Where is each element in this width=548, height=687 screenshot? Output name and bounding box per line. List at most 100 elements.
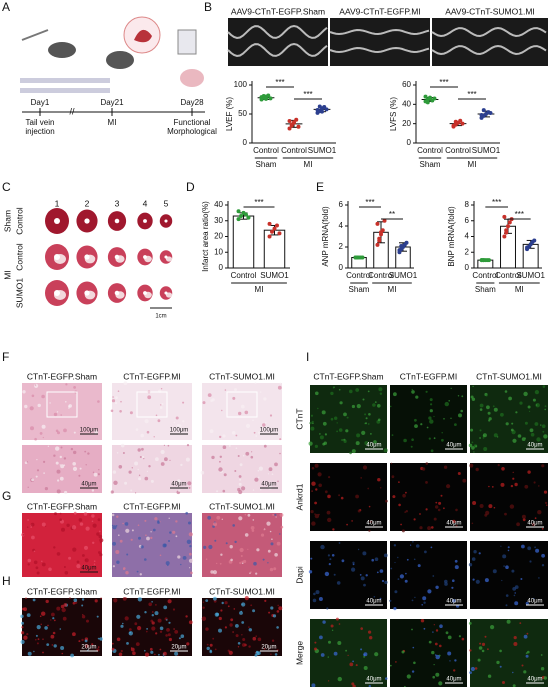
texture <box>182 420 185 423</box>
echo-trace <box>431 26 547 38</box>
echo-image <box>228 18 328 66</box>
texture <box>499 665 502 668</box>
texture <box>255 651 260 656</box>
texture <box>64 571 69 575</box>
texture <box>425 481 428 484</box>
scale-label: 40μm <box>527 599 542 605</box>
texture <box>339 401 343 405</box>
texture <box>188 620 193 625</box>
texture <box>450 387 452 389</box>
texture <box>406 558 409 561</box>
texture <box>235 634 239 638</box>
texture <box>128 470 132 474</box>
texture <box>340 496 344 500</box>
scale-label: 20μm <box>261 645 276 651</box>
texture <box>60 446 63 449</box>
texture <box>140 433 144 438</box>
texture <box>214 539 217 542</box>
texture <box>200 470 205 475</box>
texture <box>46 643 50 646</box>
texture <box>457 395 460 397</box>
texture <box>512 671 514 674</box>
texture <box>534 422 539 426</box>
x-tick-label: SUMO1 <box>389 271 418 280</box>
event-label: Morphological <box>167 127 217 136</box>
texture <box>111 399 116 403</box>
texture <box>219 455 222 458</box>
texture <box>432 675 436 679</box>
texture <box>337 641 342 645</box>
texture <box>152 528 156 532</box>
texture <box>35 475 38 478</box>
texture <box>61 607 66 613</box>
texture <box>277 480 279 483</box>
texture <box>309 421 312 425</box>
texture <box>250 604 253 607</box>
texture <box>311 420 314 423</box>
texture <box>91 520 94 523</box>
texture <box>315 590 320 595</box>
scale-label: 40μm <box>366 521 381 527</box>
texture <box>501 579 503 582</box>
scale-label: 20μm <box>81 645 96 651</box>
texture <box>66 523 70 527</box>
texture <box>488 485 490 488</box>
texture <box>312 598 317 603</box>
image-title: CTnT-EGFP.Sham <box>27 501 97 511</box>
texture <box>57 431 60 435</box>
texture <box>527 470 531 474</box>
texture <box>390 462 393 465</box>
texture <box>311 466 315 470</box>
texture <box>155 632 158 635</box>
texture <box>115 396 118 399</box>
data-point <box>272 226 277 231</box>
texture <box>331 554 335 557</box>
texture <box>345 649 347 652</box>
texture <box>535 404 538 406</box>
texture <box>244 533 249 537</box>
lumen <box>84 254 90 260</box>
significance-label: ** <box>389 210 395 219</box>
texture <box>374 652 379 657</box>
texture <box>241 634 243 636</box>
texture <box>497 464 500 467</box>
texture <box>507 546 510 549</box>
texture <box>35 638 37 641</box>
texture <box>135 492 137 494</box>
texture <box>239 463 243 467</box>
texture <box>274 462 278 467</box>
fluorescence-image <box>470 385 548 453</box>
texture <box>188 532 193 537</box>
texture <box>122 522 124 525</box>
texture <box>529 428 534 433</box>
texture <box>41 394 45 399</box>
texture <box>159 626 164 631</box>
texture <box>529 410 531 412</box>
data-point <box>315 107 320 112</box>
bar <box>263 229 286 269</box>
texture <box>363 666 368 670</box>
texture <box>234 470 237 472</box>
texture <box>159 630 163 633</box>
texture <box>202 601 205 603</box>
texture <box>182 556 187 560</box>
texture <box>124 481 128 485</box>
texture <box>373 596 376 598</box>
texture <box>210 570 214 574</box>
texture <box>126 553 129 556</box>
data-point <box>399 243 404 248</box>
texture <box>485 510 490 515</box>
texture <box>367 487 370 490</box>
y-axis-title: Infarct area ratio(%) <box>201 201 210 272</box>
texture <box>308 441 313 446</box>
texture <box>129 631 131 634</box>
texture <box>216 562 218 565</box>
texture <box>221 409 223 412</box>
texture <box>257 469 260 472</box>
texture <box>112 565 115 568</box>
texture <box>112 541 116 546</box>
texture <box>135 642 140 646</box>
texture <box>500 482 505 487</box>
texture <box>132 651 136 655</box>
